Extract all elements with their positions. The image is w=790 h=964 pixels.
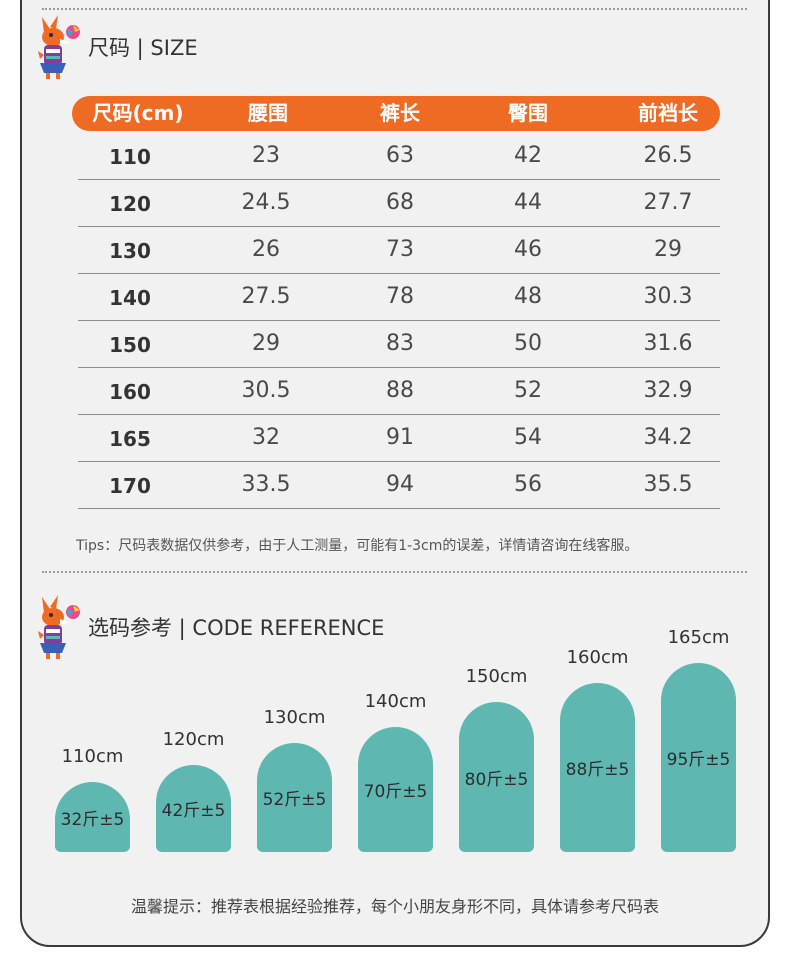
cell-waist: 32: [252, 425, 280, 450]
cell-front-rise: 31.6: [643, 331, 693, 356]
cell-front-rise: 26.5: [643, 143, 693, 168]
table-row: 160 30.5 88 52 32.9: [78, 367, 720, 415]
cell-length: 63: [386, 143, 414, 168]
table-row: 170 33.5 94 56 35.5: [78, 461, 720, 509]
cell-hip: 50: [514, 331, 542, 356]
reference-height-label: 110cm: [61, 746, 124, 767]
cell-length: 78: [386, 284, 414, 309]
reference-weight-label: 52斤±5: [262, 790, 327, 810]
cell-length: 83: [386, 331, 414, 356]
cell-waist: 27.5: [241, 284, 291, 309]
reference-weight-label: 32斤±5: [60, 809, 125, 830]
reference-weight-label: 42斤±5: [161, 801, 226, 821]
reference-pill: 95斤±5: [661, 663, 736, 852]
reference-weight-label: 88斤±5: [565, 760, 630, 780]
cell-hip: 56: [514, 472, 542, 497]
cell-size: 170: [109, 474, 151, 498]
cell-waist: 30.5: [241, 378, 291, 403]
reference-section-title: 选码参考 | CODE REFERENCE: [88, 616, 385, 640]
reference-height-label: 150cm: [465, 666, 528, 687]
table-row: 165 32 91 54 34.2: [78, 414, 720, 462]
col-header-front-rise: 前裆长: [638, 101, 698, 125]
fox-mascot-icon: [36, 13, 82, 81]
cell-hip: 46: [514, 237, 542, 262]
col-header-length: 裤长: [380, 101, 420, 125]
cell-size: 130: [109, 239, 151, 263]
reference-pill: 32斤±5: [55, 782, 130, 852]
cell-waist: 33.5: [241, 472, 291, 497]
size-table-header: 尺码(cm) 腰围 裤长 臀围 前裆长: [72, 96, 720, 131]
cell-hip: 54: [514, 425, 542, 450]
cell-front-rise: 29: [654, 237, 682, 262]
cell-front-rise: 27.7: [643, 190, 693, 215]
reference-weight-label: 95斤±5: [666, 750, 731, 770]
cell-waist: 24.5: [241, 190, 291, 215]
cell-size: 165: [109, 427, 151, 451]
divider-middle: [42, 571, 747, 573]
reference-weight-label: 80斤±5: [464, 769, 529, 790]
reference-section-header: 选码参考 | CODE REFERENCE: [36, 595, 385, 659]
reference-pill: 52斤±5: [257, 743, 332, 852]
cell-waist: 26: [252, 237, 280, 262]
reference-height-label: 160cm: [566, 647, 629, 668]
reference-pill: 42斤±5: [156, 765, 231, 852]
col-header-size: 尺码(cm): [92, 101, 184, 125]
cell-size: 110: [109, 145, 151, 169]
cell-length: 91: [386, 425, 414, 450]
cell-hip: 48: [514, 284, 542, 309]
size-section-title: 尺码 | SIZE: [88, 36, 198, 60]
cell-waist: 29: [252, 331, 280, 356]
reference-pill: 80斤±5: [459, 702, 534, 852]
cell-length: 68: [386, 190, 414, 215]
cell-front-rise: 30.3: [643, 284, 693, 309]
cell-size: 140: [109, 286, 151, 310]
size-section-header: 尺码 | SIZE: [36, 15, 198, 79]
table-row: 150 29 83 50 31.6: [78, 320, 720, 368]
cell-length: 88: [386, 378, 414, 403]
table-row: 130 26 73 46 29: [78, 226, 720, 274]
fox-mascot-icon: [36, 593, 82, 661]
cell-hip: 52: [514, 378, 542, 403]
cell-length: 94: [386, 472, 414, 497]
cell-front-rise: 32.9: [643, 378, 693, 403]
cell-hip: 44: [514, 190, 542, 215]
cell-size: 160: [109, 380, 151, 404]
reference-pill: 88斤±5: [560, 683, 635, 852]
table-row: 120 24.5 68 44 27.7: [78, 179, 720, 227]
col-header-waist: 腰围: [248, 101, 288, 125]
reference-pill: 70斤±5: [358, 727, 433, 852]
table-row: 110 23 63 42 26.5: [78, 132, 720, 180]
divider-top: [42, 8, 747, 10]
reference-weight-label: 70斤±5: [363, 782, 428, 802]
reference-height-label: 130cm: [263, 707, 326, 728]
reference-height-label: 140cm: [364, 691, 427, 712]
cell-size: 120: [109, 192, 151, 216]
note-text: 温馨提示：推荐表根据经验推荐，每个小朋友身形不同，具体请参考尺码表: [130, 897, 659, 916]
cell-front-rise: 34.2: [643, 425, 693, 450]
cell-size: 150: [109, 333, 151, 357]
cell-front-rise: 35.5: [643, 472, 693, 497]
tips-text: Tips：尺码表数据仅供参考，由于人工测量，可能有1-3cm的误差，详情请咨询在…: [76, 538, 639, 554]
cell-length: 73: [386, 237, 414, 262]
cell-hip: 42: [514, 143, 542, 168]
col-header-hip: 臀围: [508, 101, 548, 125]
reference-height-label: 120cm: [162, 729, 225, 750]
table-row: 140 27.5 78 48 30.3: [78, 273, 720, 321]
reference-height-label: 165cm: [667, 627, 730, 648]
cell-waist: 23: [252, 143, 280, 168]
